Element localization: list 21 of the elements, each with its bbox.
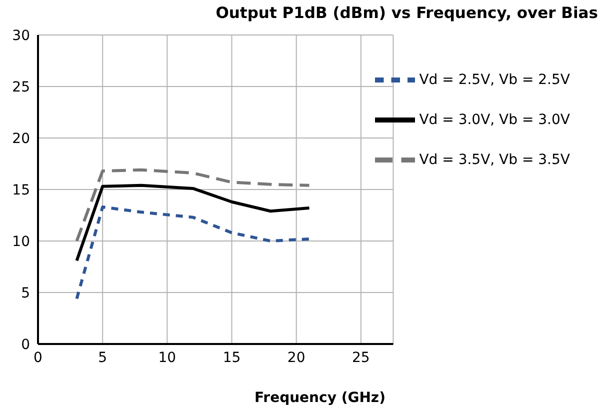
- x-tick-label: 0: [34, 350, 42, 366]
- y-tick-label: 5: [21, 285, 30, 302]
- y-tick-label: 0: [21, 336, 30, 353]
- y-tick-label: 15: [12, 182, 30, 198]
- y-tick-label: 20: [12, 130, 30, 147]
- legend-label: Vd = 3.5V, Vb = 3.5V: [419, 152, 570, 168]
- line-series: [75, 168, 311, 242]
- legend-label: Vd = 2.5V, Vb = 2.5V: [419, 72, 570, 88]
- line-series: [75, 184, 311, 262]
- x-tick-label: 25: [352, 350, 370, 366]
- legend-label: Vd = 3.0V, Vb = 3.0V: [419, 112, 570, 128]
- x-tick-label: 10: [158, 350, 176, 366]
- y-tick-label: 25: [12, 79, 30, 96]
- line-series: [75, 206, 311, 300]
- x-tick-label: 15: [222, 350, 241, 366]
- chart-title: Output P1dB (dBm) vs Frequency, over Bias: [216, 4, 598, 22]
- y-tick-label: 30: [12, 28, 30, 44]
- x-tick-label: 20: [287, 350, 306, 366]
- y-tick-label: 10: [12, 234, 30, 250]
- x-tick-label: 5: [98, 350, 108, 366]
- x-axis-title: Frequency (GHz): [254, 390, 386, 406]
